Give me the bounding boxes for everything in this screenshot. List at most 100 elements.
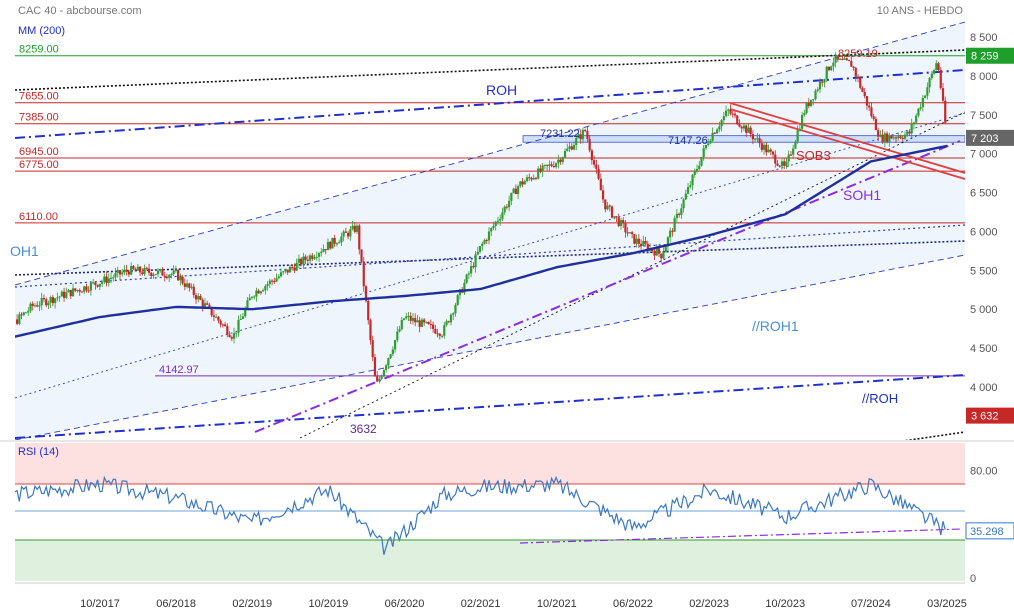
candle-body	[877, 130, 880, 137]
candle-body	[834, 56, 837, 63]
candle-body	[279, 272, 283, 277]
x-tick-label: 03/2025	[927, 598, 967, 610]
candle-body	[400, 319, 403, 330]
candle-body	[843, 58, 846, 60]
candle-body	[71, 288, 75, 297]
candles	[16, 52, 947, 384]
candle-body	[20, 314, 23, 316]
candle-body	[736, 115, 739, 125]
candle-body	[179, 276, 182, 281]
candle-body	[161, 269, 164, 276]
candle-body	[588, 138, 591, 151]
candle-body	[94, 282, 97, 285]
annotation-label: 7147.26	[668, 135, 708, 147]
candle-body	[342, 231, 345, 237]
candle-body	[367, 300, 370, 321]
candle-body	[700, 156, 703, 166]
candle-body	[901, 137, 904, 139]
y-tick-label: 7 000	[970, 149, 998, 161]
candle-body	[709, 140, 712, 144]
candle-body	[595, 164, 598, 169]
candle-body	[329, 241, 332, 249]
candle-body	[45, 299, 48, 306]
candle-body	[443, 325, 446, 336]
candle-body	[928, 78, 931, 88]
candle-body	[188, 283, 191, 288]
candle-body	[579, 134, 582, 140]
candle-body	[139, 266, 142, 273]
rsi-overbought-zone	[15, 443, 965, 484]
trendlines	[15, 21, 965, 440]
channel-lower-line	[15, 254, 965, 440]
candle-body	[751, 134, 755, 140]
y-tick-label: 8 500	[970, 32, 998, 44]
level-label: 7655.00	[19, 91, 59, 103]
candle-body	[235, 332, 238, 334]
candle-body	[550, 164, 553, 167]
candle-body	[38, 305, 41, 307]
candle-body	[756, 138, 759, 140]
horizontal-levels	[15, 55, 965, 377]
candle-body	[924, 95, 927, 98]
candle-body	[635, 238, 638, 244]
candle-body	[154, 274, 157, 276]
candle-body	[300, 258, 303, 265]
candle-body	[769, 149, 772, 152]
candle-body	[704, 144, 708, 149]
y-tick-label: 5 500	[970, 265, 998, 277]
candle-body	[56, 297, 59, 299]
candle-body	[362, 261, 365, 287]
candle-body	[673, 218, 676, 232]
candle-body	[371, 340, 374, 358]
candle-body	[255, 290, 258, 297]
candle-body	[664, 246, 667, 253]
candle-body	[470, 266, 473, 274]
candle-body	[566, 148, 569, 152]
candle-body	[313, 257, 316, 259]
candle-body	[496, 220, 500, 222]
candle-body	[83, 286, 86, 292]
candle-body	[96, 284, 99, 287]
candle-body	[340, 236, 343, 243]
candle-body	[586, 130, 589, 139]
channel-upper-line	[15, 21, 965, 286]
candle-body	[273, 281, 276, 283]
candle-body	[262, 290, 265, 292]
candle-body	[508, 200, 511, 208]
candle-body	[317, 253, 321, 257]
price-tags: 8 259 7 203 3 632	[966, 47, 1014, 424]
x-tick-label: 07/2024	[851, 598, 891, 610]
candle-body	[24, 312, 28, 314]
candle-body	[698, 165, 701, 169]
candle-body	[33, 305, 37, 307]
candle-body	[353, 225, 356, 232]
candle-body	[212, 315, 216, 317]
midline-dotted	[15, 224, 965, 288]
candle-body	[438, 333, 441, 337]
annotation-label: 8259.19	[838, 48, 878, 60]
candle-body	[376, 376, 379, 382]
candle-body	[472, 266, 475, 268]
candle-body	[49, 297, 52, 303]
candle-body	[765, 144, 768, 153]
candle-body	[373, 357, 377, 377]
candle-body	[221, 324, 224, 326]
period-label: 10 ANS - HEBDO	[877, 5, 964, 17]
candle-body	[250, 296, 254, 298]
candle-body	[903, 134, 907, 139]
candle-body	[937, 63, 940, 71]
candle-body	[87, 290, 90, 292]
candle-body	[660, 253, 663, 259]
candle-body	[610, 206, 614, 218]
candle-body	[532, 177, 535, 180]
candle-body	[369, 320, 372, 341]
candle-body	[393, 340, 397, 350]
candle-body	[731, 113, 734, 115]
candle-body	[861, 87, 864, 92]
candle-body	[378, 378, 381, 382]
candle-body	[349, 229, 352, 237]
candle-body	[593, 160, 596, 165]
rsi-tick-label: 80.00	[970, 466, 998, 478]
x-tick-label: 06/2020	[385, 598, 425, 610]
price-tag-box	[966, 129, 1014, 146]
